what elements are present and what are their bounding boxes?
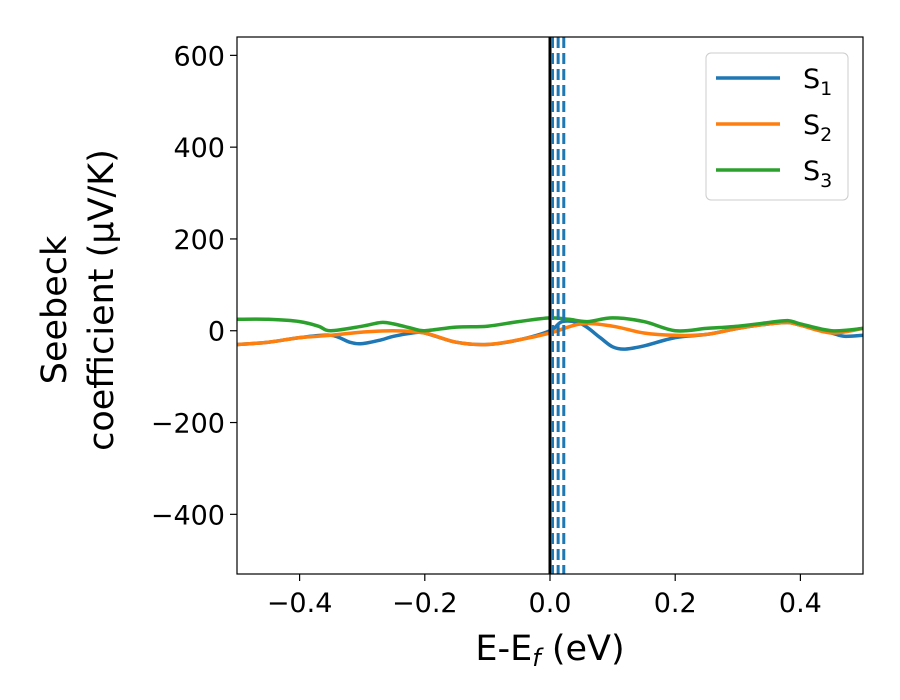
series-line-S3 — [237, 316, 863, 333]
y-tick-label: 0 — [208, 317, 225, 348]
x-axis-ticks: −0.4 −0.2 0.0 0.2 0.4 — [267, 574, 822, 619]
y-axis-label-line2: coefficient (μV/K) — [82, 149, 122, 451]
y-tick-label: −200 — [151, 409, 225, 440]
y-tick-label: 200 — [173, 225, 225, 256]
legend: S1 S2 S3 — [705, 52, 849, 201]
x-tick-label: −0.2 — [392, 588, 458, 619]
x-tick-label: 0.2 — [654, 588, 697, 619]
y-tick-label: 400 — [173, 133, 225, 164]
plot-area — [237, 316, 863, 351]
vertical-reference-lines — [548, 37, 566, 574]
y-axis-ticks: −400 −200 0 200 400 600 — [151, 41, 237, 531]
x-tick-label: −0.4 — [267, 588, 333, 619]
legend-box — [705, 52, 849, 201]
x-tick-label: 0.0 — [529, 588, 572, 619]
y-axis-label-line1: Seebeck — [35, 235, 75, 384]
y-tick-label: −400 — [151, 500, 225, 531]
legend-label-S2: S2 — [803, 110, 832, 146]
legend-label-S1: S1 — [803, 64, 832, 100]
x-axis-label: E-Ef (eV) — [475, 629, 624, 672]
y-tick-label: 600 — [173, 41, 225, 72]
x-tick-label: 0.4 — [779, 588, 822, 619]
legend-label-S3: S3 — [803, 156, 832, 192]
